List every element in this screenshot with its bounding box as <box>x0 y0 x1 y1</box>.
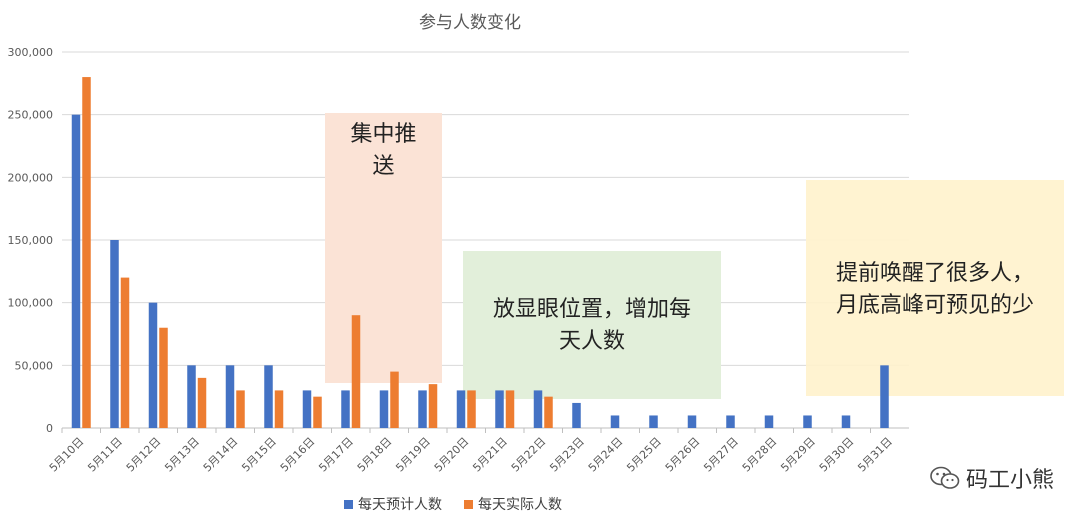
bar-expected <box>110 240 119 428</box>
bar-expected <box>649 415 658 428</box>
annotation-early-wake: 提前唤醒了很多人， 月底高峰可预见的少 <box>835 261 1034 318</box>
legend: 每天预计人数 每天实际人数 <box>344 494 562 514</box>
x-tick-label: 5月31日 <box>855 435 895 475</box>
wechat-icon <box>930 466 960 489</box>
x-tick-label: 5月10日 <box>47 435 87 475</box>
bar-expected <box>187 365 196 428</box>
bar-expected <box>533 390 543 428</box>
bar-actual <box>351 315 361 428</box>
annotation-box <box>325 113 442 383</box>
bar-actual <box>120 277 130 428</box>
x-tick-label: 5月11日 <box>85 435 125 475</box>
y-tick-label: 200,000 <box>8 171 54 184</box>
bar-expected <box>379 390 389 428</box>
bar-actual <box>313 396 322 428</box>
bar-actual <box>505 390 515 428</box>
y-tick-label: 0 <box>46 422 53 435</box>
chart-title: 参与人数变化 <box>419 13 521 33</box>
bar-expected <box>841 415 851 428</box>
bar-expected <box>687 415 697 428</box>
bar-actual <box>159 327 168 428</box>
legend-item-expected: 每天预计人数 <box>344 494 442 514</box>
bar-expected <box>225 365 235 428</box>
bar-expected <box>880 365 889 428</box>
bar-expected <box>456 390 466 428</box>
y-tick-label: 150,000 <box>8 234 54 247</box>
bar-actual <box>428 384 438 428</box>
bar-expected <box>148 302 158 428</box>
annotation-push: 集中推送 <box>350 122 417 179</box>
x-tick-label: 5月20日 <box>432 435 472 475</box>
x-tick-label: 5月25日 <box>624 435 664 475</box>
watermark: 码工小熊 <box>930 462 1054 494</box>
y-tick-label: 50,000 <box>15 359 54 372</box>
bar-expected <box>764 415 774 428</box>
legend-swatch-actual <box>464 499 473 509</box>
x-tick-label: 5月28日 <box>740 435 780 475</box>
x-tick-label: 5月18日 <box>355 435 395 475</box>
legend-label-actual: 每天实际人数 <box>478 497 562 513</box>
bar-expected <box>803 415 812 428</box>
x-tick-label: 5月19日 <box>393 435 433 475</box>
bar-actual <box>544 396 553 428</box>
bar-expected <box>264 365 273 428</box>
bar-expected <box>418 390 427 428</box>
x-tick-label: 5月12日 <box>124 435 164 475</box>
bar-actual <box>236 390 245 428</box>
y-tick-label: 250,000 <box>8 109 54 122</box>
bar-actual <box>274 390 284 428</box>
x-tick-label: 5月26日 <box>663 435 703 475</box>
bar-expected <box>726 415 735 428</box>
x-tick-label: 5月21日 <box>470 435 510 475</box>
x-tick-label: 5月24日 <box>586 435 626 475</box>
x-tick-label: 5月16日 <box>278 435 318 475</box>
y-tick-label: 100,000 <box>8 297 54 310</box>
bar-expected <box>302 390 312 428</box>
y-tick-label: 300,000 <box>8 46 54 59</box>
watermark-text: 码工小熊 <box>966 468 1055 493</box>
bar-actual <box>467 390 476 428</box>
bar-expected <box>495 390 504 428</box>
bar-expected <box>572 402 581 428</box>
x-tick-label: 5月27日 <box>701 435 741 475</box>
legend-swatch-expected <box>344 499 353 509</box>
bar-expected <box>610 415 620 428</box>
x-tick-label: 5月14日 <box>201 435 241 475</box>
bar-actual <box>390 371 399 428</box>
x-tick-label: 5月29日 <box>778 435 818 475</box>
x-tick-label: 5月23日 <box>547 435 587 475</box>
bar-expected <box>71 114 81 429</box>
annotation-prominent: 放显眼位置，增加每 天人数 <box>492 297 691 354</box>
legend-item-actual: 每天实际人数 <box>464 494 562 514</box>
x-tick-label: 5月17日 <box>316 435 356 475</box>
annotation-box <box>806 180 1064 396</box>
legend-label-expected: 每天预计人数 <box>358 497 442 513</box>
x-tick-label: 5月30日 <box>817 435 857 475</box>
x-tick-label: 5月15日 <box>239 435 279 475</box>
x-tick-label: 5月22日 <box>509 435 549 475</box>
bar-actual <box>197 377 207 428</box>
bar-expected <box>341 390 350 428</box>
annotation-box <box>463 251 721 399</box>
x-tick-label: 5月13日 <box>162 435 202 475</box>
bar-actual <box>82 77 91 429</box>
